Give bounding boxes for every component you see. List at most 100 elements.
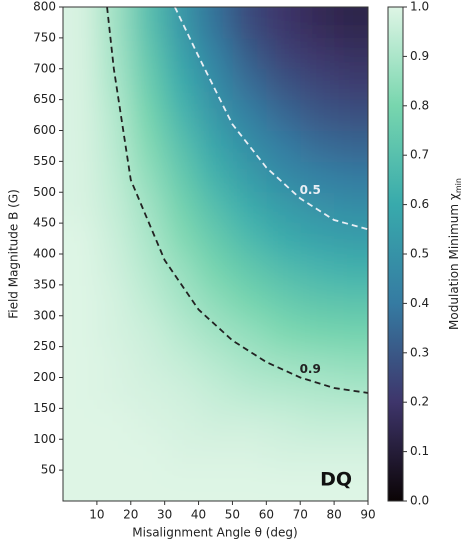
colorbar-label-main: Modulation Minimum χ bbox=[447, 193, 461, 330]
heat-cell bbox=[96, 7, 132, 39]
heat-cell bbox=[96, 470, 132, 501]
heat-cell bbox=[130, 470, 166, 501]
heat-cell bbox=[198, 439, 233, 471]
heat-cell bbox=[130, 439, 166, 471]
heat-cell bbox=[96, 315, 132, 348]
heat-cell bbox=[232, 377, 267, 409]
heat-cell bbox=[232, 254, 267, 286]
heat-cell bbox=[130, 99, 166, 131]
heat-cell bbox=[300, 254, 335, 286]
heat-cell bbox=[300, 37, 335, 70]
heat-cell bbox=[164, 99, 200, 131]
heat-cell bbox=[300, 68, 335, 101]
heat-cell bbox=[300, 284, 335, 317]
contour-line bbox=[106, 7, 368, 394]
heat-cell bbox=[130, 223, 166, 255]
heat-cell bbox=[63, 408, 98, 440]
y-axis-label: Field Magnitude B (G) bbox=[7, 189, 21, 319]
heat-cell bbox=[266, 68, 301, 101]
colorbar-label-sub: min bbox=[454, 178, 463, 193]
heat-cell bbox=[300, 315, 335, 348]
heat-cell bbox=[63, 470, 98, 501]
heat-cell bbox=[164, 470, 200, 501]
y-tick-label: 450 bbox=[33, 216, 56, 230]
heat-cell bbox=[63, 223, 98, 255]
heat-cell bbox=[266, 37, 301, 70]
colorbar-tick-label: 0.5 bbox=[410, 247, 429, 261]
heat-cell bbox=[164, 284, 200, 317]
heat-cell bbox=[266, 284, 301, 317]
heat-cell bbox=[334, 130, 368, 162]
colorbar-label: Modulation Minimum χmin bbox=[447, 178, 463, 330]
contour-label: 0.9 bbox=[300, 362, 321, 376]
contour-label: 0.5 bbox=[300, 183, 321, 197]
heat-cell bbox=[266, 408, 301, 440]
heat-cell bbox=[130, 7, 166, 39]
heat-cell bbox=[96, 408, 132, 440]
heat-cell bbox=[334, 7, 368, 39]
heat-cell bbox=[300, 470, 335, 501]
heat-cell bbox=[198, 37, 233, 70]
heat-cell bbox=[63, 254, 98, 286]
heat-cell bbox=[63, 346, 98, 378]
heat-cell bbox=[334, 37, 368, 70]
y-tick-label: 500 bbox=[33, 185, 56, 199]
x-tick-label: 10 bbox=[89, 508, 104, 522]
heat-cell bbox=[300, 7, 335, 39]
heat-cell bbox=[300, 99, 335, 131]
colorbar bbox=[387, 6, 404, 502]
y-tick-label: 50 bbox=[41, 463, 56, 477]
heat-cell bbox=[232, 7, 267, 39]
heat-cell bbox=[198, 315, 233, 348]
heat-cell bbox=[232, 284, 267, 317]
heat-cell bbox=[266, 192, 301, 224]
colorbar-tick-label: 0.8 bbox=[410, 98, 429, 112]
heat-cell bbox=[334, 254, 368, 286]
heat-cell bbox=[63, 284, 98, 317]
heat-cell bbox=[334, 192, 368, 224]
heat-cell bbox=[198, 192, 233, 224]
heat-cell bbox=[164, 37, 200, 70]
heat-cell bbox=[198, 254, 233, 286]
heat-cell bbox=[130, 284, 166, 317]
heat-cell bbox=[96, 284, 132, 317]
heat-cell bbox=[96, 346, 132, 378]
colorbar-tick-label: 0.9 bbox=[410, 49, 429, 63]
heat-cell bbox=[198, 7, 233, 39]
heat-cell bbox=[63, 315, 98, 348]
heat-cell bbox=[164, 7, 200, 39]
heat-cell bbox=[63, 7, 98, 39]
heat-cell bbox=[266, 223, 301, 255]
x-tick-label: 90 bbox=[360, 508, 375, 522]
y-tick-label: 250 bbox=[33, 339, 56, 353]
colorbar-tick-label: 0.3 bbox=[410, 345, 429, 359]
overlay: 0.9 0.5 10 20 30 40 50 60 70 80 90 50 100 150 200 250 30… bbox=[33, 0, 429, 522]
heat-cell bbox=[300, 223, 335, 255]
heat-cell bbox=[198, 130, 233, 162]
y-tick-label: 600 bbox=[33, 123, 56, 137]
heat-cell bbox=[130, 37, 166, 70]
colorbar-tick-label: 0.2 bbox=[410, 395, 429, 409]
heatmap-cells bbox=[63, 7, 368, 501]
heat-cell bbox=[300, 439, 335, 471]
x-axis-label: Misalignment Angle θ (deg) bbox=[132, 526, 297, 540]
x-tick-label: 30 bbox=[157, 508, 172, 522]
y-tick-label: 100 bbox=[33, 432, 56, 446]
y-tick-label: 400 bbox=[33, 247, 56, 261]
heat-cell bbox=[164, 223, 200, 255]
heat-cell bbox=[198, 346, 233, 378]
y-tick-label: 200 bbox=[33, 370, 56, 384]
heat-cell bbox=[232, 223, 267, 255]
heat-cell bbox=[334, 315, 368, 348]
y-tick-label: 800 bbox=[33, 0, 56, 14]
heat-cell bbox=[164, 315, 200, 348]
heat-cell bbox=[266, 377, 301, 409]
heat-cell bbox=[198, 223, 233, 255]
heat-cell bbox=[266, 254, 301, 286]
heat-cell bbox=[96, 254, 132, 286]
heat-cell bbox=[266, 99, 301, 131]
heat-cell bbox=[334, 408, 368, 440]
heat-cell bbox=[334, 284, 368, 317]
heat-cell bbox=[96, 377, 132, 409]
